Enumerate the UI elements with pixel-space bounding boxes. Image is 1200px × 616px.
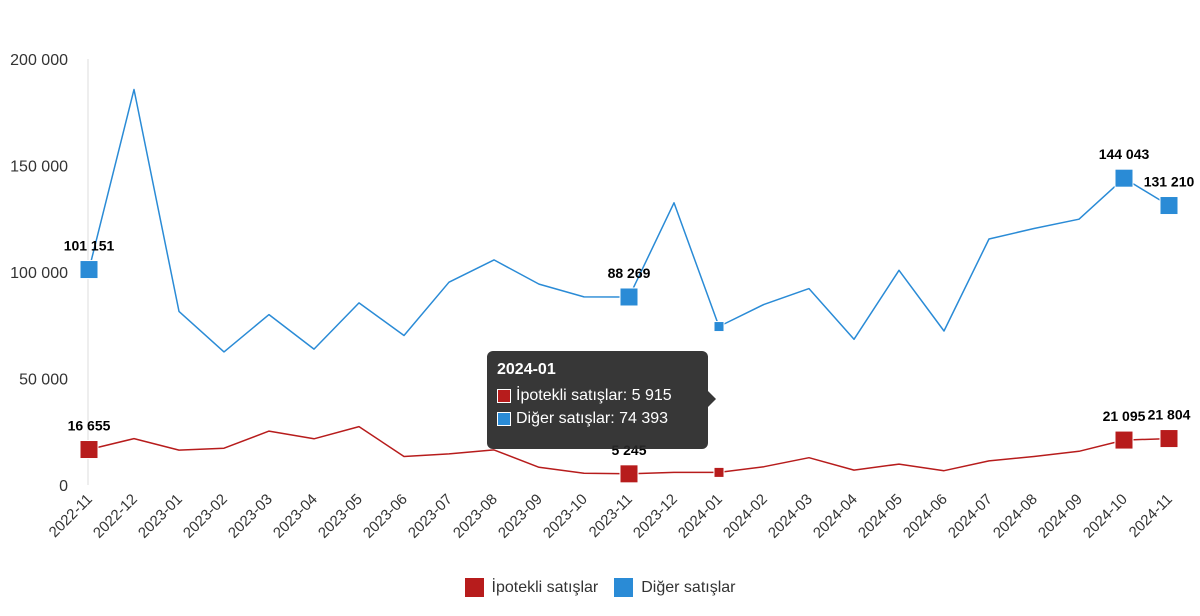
- x-tick-label: 2024-01: [675, 491, 726, 542]
- x-tick-label: 2023-12: [630, 491, 681, 542]
- data-label-other: 101 151: [64, 238, 115, 254]
- x-tick-label: 2024-08: [990, 491, 1041, 542]
- x-tick-label: 2022-11: [46, 491, 96, 541]
- x-tick-label: 2024-06: [900, 491, 951, 542]
- x-tick-label: 2024-09: [1035, 491, 1086, 542]
- x-tick-label: 2023-09: [495, 491, 546, 542]
- data-label-mortgage: 21 095: [1103, 408, 1146, 424]
- legend-item-mortgage[interactable]: İpotekli satışlar: [464, 578, 599, 597]
- data-point-mortgage: [1159, 429, 1179, 449]
- x-tick-label: 2023-10: [540, 491, 591, 542]
- data-label-mortgage: 21 804: [1148, 407, 1191, 423]
- hover-point-other: [713, 321, 725, 333]
- data-point-other: [1159, 196, 1179, 216]
- tooltip-text-other: Diğer satışlar: 74 393: [516, 410, 669, 427]
- x-tick-label: 2024-03: [765, 491, 816, 542]
- x-tick-label: 2023-01: [135, 491, 186, 542]
- x-tick-label: 2023-04: [270, 491, 321, 542]
- x-tick-label: 2024-04: [810, 491, 861, 542]
- x-tick-label: 2023-11: [586, 491, 636, 541]
- x-tick-label: 2023-03: [225, 491, 276, 542]
- data-point-mortgage: [79, 440, 99, 460]
- legend-item-other[interactable]: Diğer satışlar: [614, 578, 735, 597]
- tooltip: 2024-01 İpotekli satışlar: 5 915 Diğer s…: [487, 351, 716, 449]
- tooltip-swatch-mortgage: [497, 389, 511, 403]
- legend-swatch-other: [614, 578, 634, 597]
- data-label-other: 88 269: [608, 265, 651, 281]
- data-label-other: 131 210: [1144, 174, 1195, 190]
- data-point-other: [619, 287, 639, 307]
- series-line-other: [88, 88, 1170, 353]
- x-tick-label: 2023-05: [315, 491, 366, 542]
- data-point-other: [1114, 168, 1134, 188]
- x-tick-label: 2024-10: [1080, 491, 1131, 542]
- y-tick-label: 100 000: [10, 265, 68, 282]
- x-tick-label: 2024-07: [945, 491, 996, 542]
- legend-label-other: Diğer satışlar: [641, 578, 736, 596]
- y-tick-label: 0: [59, 478, 68, 495]
- tooltip-row-mortgage: İpotekli satışlar: 5 915: [497, 387, 698, 405]
- tooltip-text-mortgage: İpotekli satışlar: 5 915: [516, 387, 672, 404]
- data-label-other: 144 043: [1099, 146, 1150, 162]
- x-tick-label: 2024-11: [1126, 491, 1176, 541]
- data-point-mortgage: [1114, 430, 1134, 450]
- data-point-mortgage: [619, 464, 639, 484]
- x-tick-label: 2023-06: [360, 491, 411, 542]
- hover-point-mortgage: [713, 466, 725, 478]
- data-label-mortgage: 16 655: [68, 418, 111, 434]
- tooltip-row-other: Diğer satışlar: 74 393: [497, 410, 698, 428]
- tooltip-title: 2024-01: [497, 361, 556, 378]
- legend-label-mortgage: İpotekli satışlar: [491, 578, 599, 596]
- y-tick-label: 50 000: [19, 372, 68, 389]
- x-tick-label: 2023-07: [405, 491, 456, 542]
- x-tick-label: 2024-05: [855, 491, 906, 542]
- data-point-other: [79, 260, 99, 280]
- legend-swatch-mortgage: [464, 578, 484, 597]
- x-tick-label: 2023-02: [180, 491, 231, 542]
- legend: İpotekli satışlar Diğer satışlar: [0, 578, 1200, 597]
- x-tick-label: 2023-08: [450, 491, 501, 542]
- y-tick-label: 150 000: [10, 159, 68, 176]
- x-tick-label: 2024-02: [720, 491, 771, 542]
- tooltip-swatch-other: [497, 412, 511, 426]
- x-tick-label: 2022-12: [90, 491, 141, 542]
- y-tick-label: 200 000: [10, 52, 68, 69]
